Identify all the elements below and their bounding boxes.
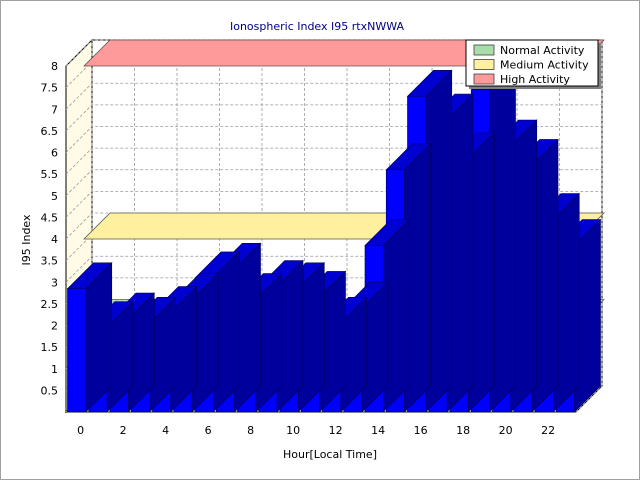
y-tick-label: 5.5 (41, 168, 59, 181)
y-tick-label: 3.5 (41, 255, 59, 268)
legend-label: Normal Activity (500, 44, 585, 57)
y-tick-label: 4.5 (41, 211, 59, 224)
x-tick-label: 0 (77, 424, 84, 437)
y-tick-label: 7.5 (41, 82, 59, 95)
y-tick-label: 1 (51, 363, 58, 376)
x-axis-label: Hour[Local Time] (283, 448, 377, 461)
x-tick-label: 16 (414, 424, 428, 437)
x-tick-label: 10 (286, 424, 300, 437)
x-tick-label: 2 (120, 424, 127, 437)
x-tick-labels: 0 2 4 6 8 10 12 14 16 18 20 22 (77, 424, 555, 437)
x-tick-label: 6 (205, 424, 212, 437)
y-tick-label: 6.5 (41, 125, 59, 138)
y-tick-label: 7 (51, 103, 58, 116)
legend-label: High Activity (500, 73, 570, 86)
y-tick-label: 5 (51, 190, 58, 203)
x-tick-label: 18 (456, 424, 470, 437)
x-tick-label: 4 (162, 424, 169, 437)
y-tick-label: 4 (51, 233, 58, 246)
y-tick-label: 8 (51, 60, 58, 73)
y-axis-label: I95 Index (20, 214, 33, 266)
gridline-depth (575, 385, 603, 413)
legend-swatch (473, 59, 495, 70)
legend-swatch (473, 73, 495, 85)
x-tick-label: 12 (329, 424, 343, 437)
x-tick-label: 22 (541, 424, 555, 437)
legend-label: Medium Activity (500, 59, 589, 72)
y-tick-labels: 0.5 1 1.5 2 2.5 3 3.5 4 4.5 5 5.5 6 6.5 7 7.5 8 (41, 60, 59, 397)
chart-title: Ionospheric Index I95 rtxNWWA (230, 20, 404, 33)
y-tick-label: 2.5 (41, 298, 59, 311)
bar (67, 288, 87, 413)
x-tick-label: 14 (371, 424, 385, 437)
y-tick-label: 2 (51, 320, 58, 333)
legend-swatch (473, 44, 495, 56)
x-tick-label: 8 (247, 424, 254, 437)
y-tick-label: 1.5 (41, 341, 59, 354)
x-tick-label: 20 (499, 424, 513, 437)
bar-group (66, 262, 113, 413)
y-tick-label: 3 (51, 276, 58, 289)
y-tick-label: 0.5 (41, 384, 59, 397)
y-tick-label: 6 (51, 147, 58, 160)
bars (66, 63, 602, 413)
